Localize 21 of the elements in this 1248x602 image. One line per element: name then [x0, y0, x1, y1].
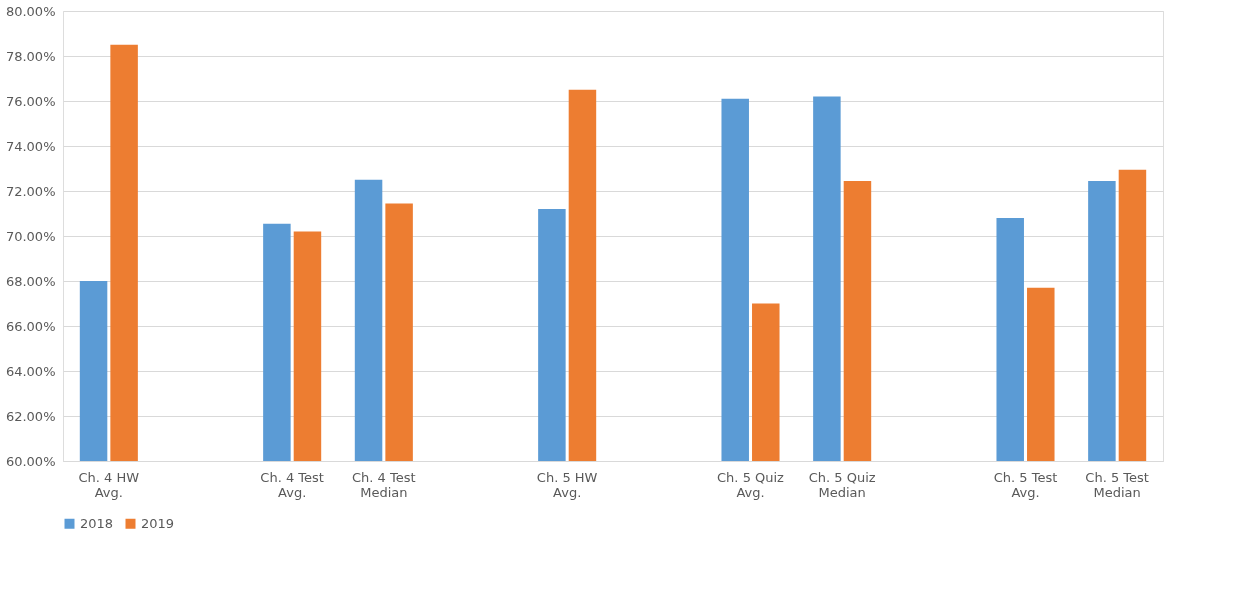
x-tick-label: Ch. 5 Test Median — [1085, 469, 1149, 500]
y-tick-label: 70.00% — [5, 228, 56, 244]
legend-label: 2018 — [80, 515, 114, 531]
x-tick-label: Ch. 4 Test Avg. — [260, 469, 324, 500]
legend-label: 2019 — [141, 515, 175, 531]
x-tick-label: Ch. 5 HW Avg. — [536, 469, 598, 500]
x-tick-label: Ch. 5 Test Avg. — [993, 469, 1058, 500]
x-tick-label: Ch. 4 Test Median — [352, 469, 416, 500]
y-tick-label: 74.00% — [5, 138, 56, 154]
y-tick-label: 68.00% — [5, 273, 56, 289]
x-tick-label: Ch. 5 Quiz Median — [808, 469, 876, 500]
x-tick-label: Ch. 4 HW Avg. — [78, 469, 140, 500]
y-tick-label: 62.00% — [5, 408, 56, 424]
y-tick-label: 72.00% — [5, 183, 56, 199]
y-tick-label: 80.00% — [5, 3, 56, 19]
y-tick-label: 78.00% — [5, 48, 56, 64]
y-tick-label: 64.00% — [5, 363, 56, 379]
x-tick-label: Ch. 5 Quiz Avg. — [717, 469, 785, 500]
y-tick-label: 66.00% — [5, 318, 56, 334]
y-tick-label: 60.00% — [5, 453, 56, 469]
y-tick-label: 76.00% — [5, 93, 56, 109]
